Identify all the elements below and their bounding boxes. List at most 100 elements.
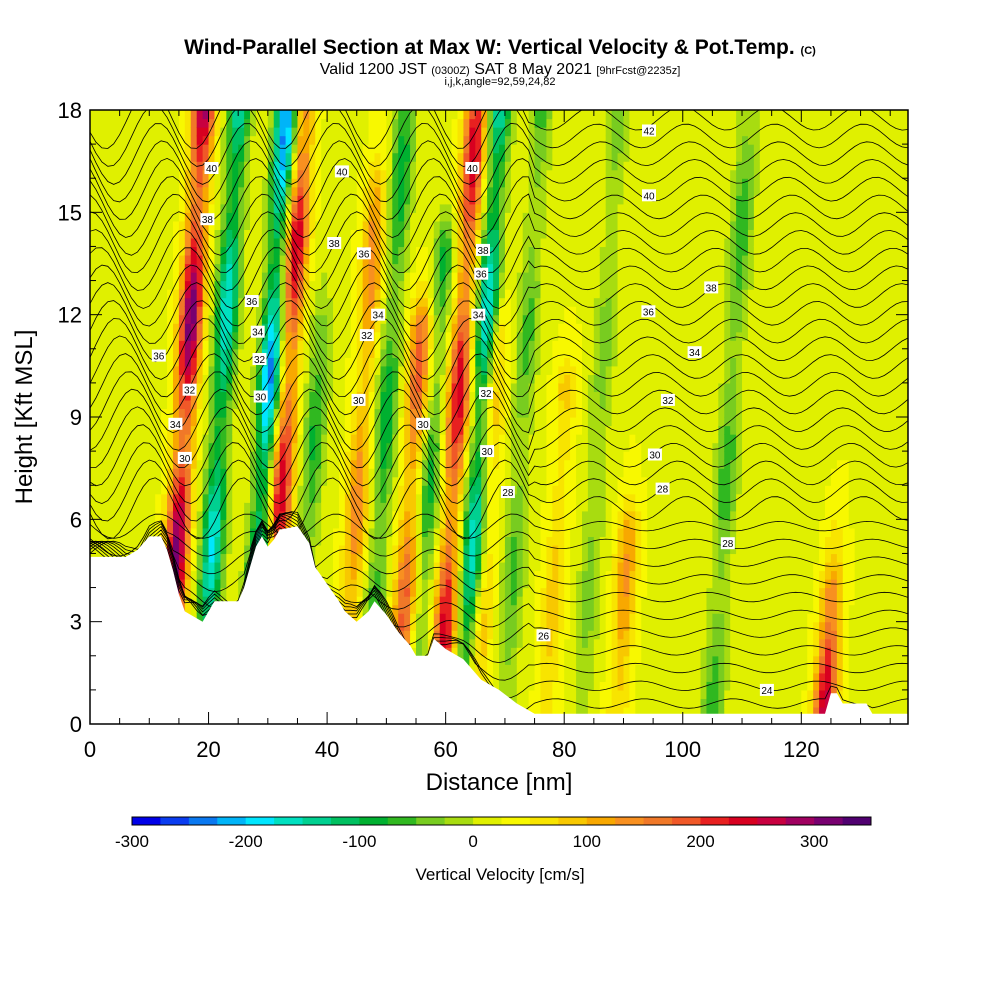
velocity-cell bbox=[427, 468, 435, 478]
velocity-cell bbox=[404, 570, 411, 580]
velocity-cell bbox=[487, 203, 494, 213]
velocity-cell bbox=[178, 263, 186, 273]
velocity-cell bbox=[297, 340, 304, 350]
velocity-cell bbox=[457, 118, 465, 128]
velocity-cell bbox=[463, 127, 470, 137]
velocity-cell bbox=[155, 220, 162, 230]
velocity-cell bbox=[416, 178, 423, 188]
velocity-cell bbox=[315, 212, 322, 222]
velocity-cell bbox=[232, 544, 239, 555]
velocity-cell bbox=[493, 561, 500, 572]
velocity-cell bbox=[344, 604, 352, 614]
velocity-cell bbox=[267, 476, 275, 486]
velocity-cell bbox=[155, 485, 162, 495]
velocity-cell bbox=[95, 272, 103, 282]
velocity-cell bbox=[410, 536, 417, 546]
velocity-cell bbox=[368, 519, 376, 529]
velocity-cell bbox=[410, 246, 417, 256]
velocity-cell bbox=[309, 493, 316, 503]
velocity-cell bbox=[291, 348, 299, 358]
velocity-cell bbox=[344, 459, 352, 469]
velocity-cell bbox=[421, 561, 429, 572]
velocity-cell bbox=[421, 502, 429, 512]
velocity-cell bbox=[250, 152, 257, 162]
velocity-cell bbox=[445, 374, 453, 384]
velocity-cell bbox=[451, 485, 459, 495]
velocity-cell bbox=[487, 630, 494, 640]
velocity-cell bbox=[297, 110, 304, 120]
velocity-cell bbox=[421, 169, 429, 179]
velocity-cell bbox=[285, 408, 293, 418]
velocity-cell bbox=[309, 502, 316, 512]
velocity-cell bbox=[184, 348, 192, 358]
velocity-cell bbox=[107, 348, 115, 358]
velocity-cell bbox=[90, 280, 97, 290]
velocity-cell bbox=[493, 672, 500, 682]
velocity-cell bbox=[291, 306, 299, 316]
velocity-cell bbox=[457, 169, 465, 179]
velocity-cell bbox=[161, 399, 168, 410]
velocity-cell bbox=[95, 434, 103, 444]
velocity-cell bbox=[416, 195, 423, 205]
velocity-cell bbox=[250, 263, 257, 273]
velocity-cell bbox=[404, 203, 411, 213]
velocity-cell bbox=[386, 519, 393, 529]
velocity-cell bbox=[321, 357, 328, 367]
velocity-cell bbox=[433, 348, 441, 358]
velocity-cell bbox=[250, 399, 257, 410]
velocity-cell bbox=[244, 340, 251, 350]
velocity-cell bbox=[202, 118, 210, 128]
velocity-cell bbox=[350, 587, 358, 597]
velocity-cell bbox=[362, 203, 370, 213]
velocity-cell bbox=[327, 451, 334, 461]
velocity-cell bbox=[202, 408, 210, 418]
velocity-cell bbox=[214, 331, 222, 341]
velocity-cell bbox=[392, 476, 399, 486]
velocity-cell bbox=[368, 254, 376, 265]
velocity-cell bbox=[321, 519, 328, 529]
velocity-cell bbox=[427, 459, 435, 469]
velocity-cell bbox=[172, 476, 180, 486]
velocity-cell bbox=[487, 579, 494, 589]
velocity-cell bbox=[374, 391, 382, 401]
velocity-cell bbox=[285, 203, 293, 213]
velocity-cell bbox=[137, 323, 144, 333]
velocity-cell bbox=[184, 323, 192, 333]
velocity-cell bbox=[404, 451, 411, 461]
velocity-cell bbox=[362, 152, 370, 162]
velocity-cell bbox=[457, 536, 465, 546]
velocity-cell bbox=[433, 203, 441, 213]
velocity-cell bbox=[344, 476, 352, 486]
velocity-cell bbox=[344, 451, 352, 461]
velocity-cell bbox=[309, 399, 316, 410]
velocity-cell bbox=[404, 527, 411, 537]
velocity-cell bbox=[137, 451, 144, 461]
velocity-cell bbox=[250, 493, 257, 503]
velocity-cell bbox=[499, 647, 506, 657]
velocity-cell bbox=[202, 289, 210, 299]
velocity-cell bbox=[101, 434, 109, 444]
velocity-cell bbox=[196, 417, 204, 427]
velocity-cell bbox=[214, 263, 222, 273]
velocity-cell bbox=[226, 544, 233, 555]
velocity-cell bbox=[469, 289, 476, 299]
velocity-cell bbox=[410, 306, 417, 316]
velocity-cell bbox=[125, 365, 133, 375]
velocity-cell bbox=[356, 280, 364, 290]
velocity-cell bbox=[421, 161, 429, 171]
velocity-cell bbox=[344, 152, 352, 162]
velocity-cell bbox=[202, 110, 210, 120]
velocity-cell bbox=[131, 254, 139, 265]
velocity-cell bbox=[344, 553, 352, 563]
velocity-cell bbox=[410, 493, 417, 503]
velocity-cell bbox=[427, 229, 435, 239]
velocity-cell bbox=[374, 493, 382, 503]
velocity-cell bbox=[95, 425, 103, 435]
velocity-cell bbox=[321, 544, 328, 555]
velocity-cell bbox=[232, 476, 239, 486]
velocity-cell bbox=[410, 229, 417, 239]
velocity-cell bbox=[161, 186, 168, 196]
velocity-cell bbox=[404, 152, 411, 162]
velocity-cell bbox=[155, 144, 162, 154]
velocity-cell bbox=[261, 237, 269, 248]
